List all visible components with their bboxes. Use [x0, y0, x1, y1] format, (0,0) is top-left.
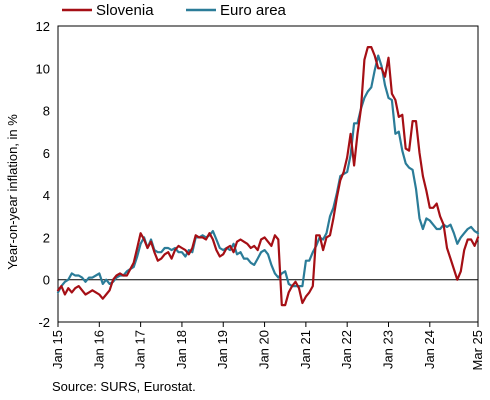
x-tick-label: Mar 25	[470, 330, 485, 370]
y-axis-ticks: -2 0 2 4 6 8 10 12	[36, 19, 50, 330]
y-tick-label: 8	[43, 104, 50, 119]
x-tick-label: Jan 23	[380, 330, 395, 369]
plot-frame	[57, 25, 479, 323]
series-line-euro-area	[56, 54, 480, 294]
series-layer	[56, 45, 480, 307]
x-tick-label: Jan 22	[339, 330, 354, 369]
y-tick-label: 6	[43, 146, 50, 161]
y-tick-label: 12	[36, 19, 50, 34]
source-note: Source: SURS, Eurostat.	[52, 379, 196, 394]
x-tick-label: Jan 19	[215, 330, 230, 369]
legend: Slovenia Euro area	[62, 2, 287, 19]
legend-label: Slovenia	[96, 2, 154, 19]
x-tick-label: Jan 16	[91, 330, 106, 369]
x-tick-label: Jan 18	[174, 330, 189, 369]
x-tick-label: Jan 20	[257, 330, 272, 369]
legend-label: Euro area	[220, 2, 287, 19]
y-tick-label: 10	[36, 61, 50, 76]
x-axis-ticks: Jan 15 Jan 16 Jan 17 Jan 18 Jan 19 Jan 20 Jan …	[50, 322, 485, 370]
series-line-slovenia	[56, 45, 480, 307]
x-tick-label: Jan 21	[298, 330, 313, 369]
y-axis-title: Year-on-year inflation, in %	[5, 114, 20, 270]
x-tick-label: Jan 15	[50, 330, 65, 369]
x-tick-label: Jan 17	[133, 330, 148, 369]
x-tick-label: Jan 24	[422, 330, 437, 369]
y-tick-label: 4	[43, 188, 50, 203]
y-tick-label: -2	[38, 315, 50, 330]
y-tick-label: 0	[43, 273, 50, 288]
y-tick-label: 2	[43, 230, 50, 245]
axes	[57, 25, 479, 323]
